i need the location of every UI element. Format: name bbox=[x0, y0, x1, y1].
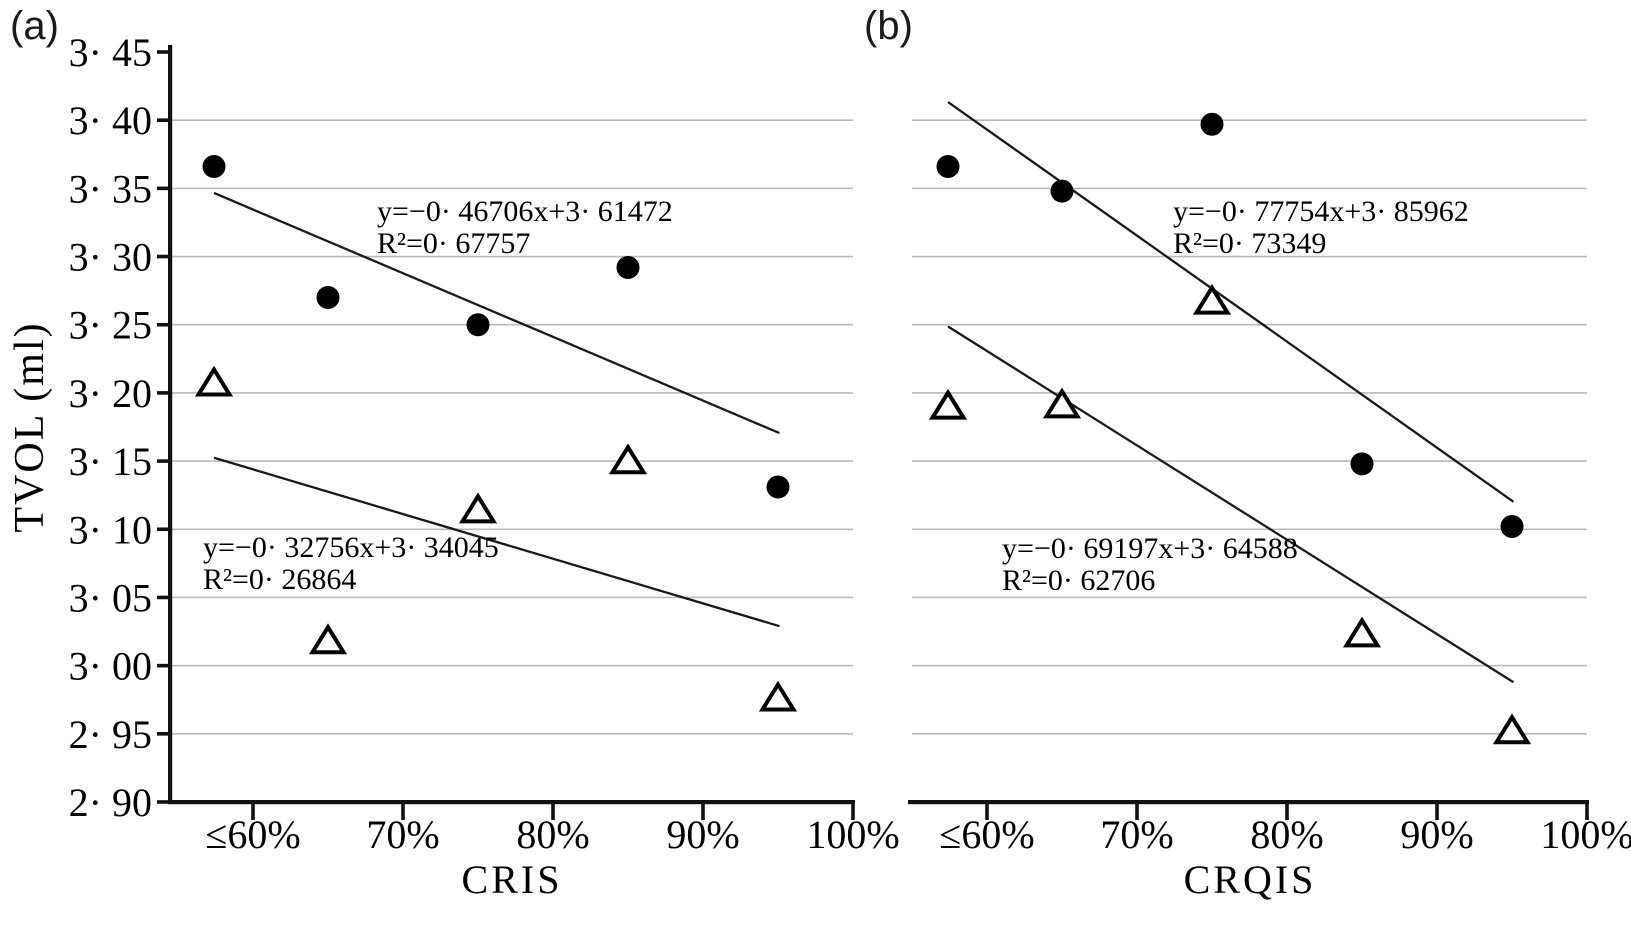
x-tick-label: 80% bbox=[516, 812, 589, 857]
x-tick-label: ≤60% bbox=[205, 812, 300, 857]
trend-equation-label: y=−0· 69197x+3· 64588 bbox=[1002, 532, 1298, 565]
trend-equation-label: y=−0· 32756x+3· 34045 bbox=[203, 531, 499, 564]
scatter-point-circle bbox=[1200, 112, 1224, 136]
trend-line bbox=[947, 325, 1515, 684]
scatter-point-circle bbox=[202, 155, 226, 179]
x-axis-title-cris: CRIS bbox=[461, 857, 563, 902]
x-tick bbox=[1585, 804, 1589, 820]
y-axis-line bbox=[168, 45, 173, 804]
y-tick bbox=[157, 732, 170, 736]
x-tick bbox=[1135, 804, 1139, 820]
scatter-point-triangle bbox=[928, 388, 968, 420]
y-tick-label: 3· 25 bbox=[69, 303, 152, 348]
trend-r2-label: R²=0· 67757 bbox=[377, 227, 530, 260]
scatter-point-triangle bbox=[194, 365, 234, 397]
scatter-point-circle bbox=[1350, 452, 1374, 476]
x-tick bbox=[851, 804, 855, 820]
y-tick bbox=[157, 663, 170, 668]
y-tick bbox=[157, 595, 170, 600]
x-tick-label: 70% bbox=[366, 812, 439, 857]
scatter-point-circle bbox=[1050, 179, 1074, 203]
scatter-point-triangle bbox=[758, 680, 798, 712]
panel-label-b: (b) bbox=[864, 4, 913, 48]
scatter-point-circle bbox=[466, 313, 490, 337]
y-tick-label: 3· 45 bbox=[69, 30, 152, 75]
trend-r2-label: R²=0· 26864 bbox=[203, 563, 356, 596]
y-tick-label: 2· 95 bbox=[69, 712, 152, 757]
trend-line bbox=[213, 456, 780, 628]
y-tick-label: 3· 35 bbox=[69, 166, 152, 211]
x-tick-label: 90% bbox=[666, 812, 739, 857]
y-tick-label: 3· 20 bbox=[69, 371, 152, 416]
x-tick bbox=[701, 804, 705, 820]
scatter-point-circle bbox=[1500, 515, 1524, 539]
x-tick-label: 80% bbox=[1250, 812, 1323, 857]
scatter-point-circle bbox=[316, 285, 340, 309]
scatter-point-circle bbox=[616, 255, 640, 279]
x-axis-title-crqis: CRQIS bbox=[1183, 857, 1317, 902]
scatter-point-triangle bbox=[1192, 283, 1232, 315]
x-axis-line bbox=[908, 800, 1589, 805]
y-tick bbox=[157, 527, 170, 532]
y-axis-title: TVOL (ml) bbox=[7, 321, 53, 533]
trend-equation-label: y=−0· 77754x+3· 85962 bbox=[1173, 195, 1469, 228]
x-tick-label: 70% bbox=[1100, 812, 1173, 857]
scatter-point-triangle bbox=[608, 443, 648, 475]
scatter-point-triangle bbox=[1342, 616, 1382, 648]
scatter-point-circle bbox=[766, 475, 790, 499]
scatter-point-circle bbox=[936, 155, 960, 179]
x-tick bbox=[551, 804, 555, 820]
x-tick-label: 100% bbox=[1540, 812, 1631, 857]
x-tick-label: 90% bbox=[1400, 812, 1473, 857]
x-tick bbox=[251, 804, 255, 820]
y-tick-label: 3· 05 bbox=[69, 575, 152, 620]
x-tick bbox=[985, 804, 989, 820]
y-tick-label: 2· 90 bbox=[69, 780, 152, 825]
trend-line bbox=[947, 101, 1515, 503]
x-axis-line bbox=[168, 800, 855, 805]
y-tick-label: 3· 30 bbox=[69, 235, 152, 280]
y-tick bbox=[157, 50, 170, 54]
trend-r2-label: R²=0· 62706 bbox=[1002, 564, 1155, 597]
y-tick bbox=[157, 391, 170, 395]
x-tick-label: 100% bbox=[806, 812, 899, 857]
trend-equation-label: y=−0· 46706x+3· 61472 bbox=[377, 195, 673, 228]
y-tick-label: 3· 10 bbox=[69, 507, 152, 552]
x-tick bbox=[1285, 804, 1289, 820]
y-tick-label: 3· 15 bbox=[69, 439, 152, 484]
y-tick bbox=[157, 322, 170, 327]
trend-r2-label: R²=0· 73349 bbox=[1173, 227, 1326, 260]
y-tick bbox=[157, 459, 170, 463]
panel-label-a: (a) bbox=[10, 4, 59, 48]
scatter-point-triangle bbox=[1492, 713, 1532, 745]
x-tick bbox=[401, 804, 405, 820]
y-tick bbox=[157, 118, 170, 122]
scatter-point-triangle bbox=[1042, 387, 1082, 419]
x-tick-label: ≤60% bbox=[939, 812, 1034, 857]
y-tick-label: 3· 40 bbox=[69, 98, 152, 143]
trend-line bbox=[213, 191, 780, 435]
x-tick bbox=[1435, 804, 1439, 820]
y-tick bbox=[157, 186, 170, 191]
y-tick bbox=[157, 254, 170, 259]
scatter-point-triangle bbox=[308, 623, 348, 655]
scatter-point-triangle bbox=[458, 492, 498, 524]
y-tick bbox=[157, 800, 170, 804]
y-tick-label: 3· 00 bbox=[69, 644, 152, 689]
